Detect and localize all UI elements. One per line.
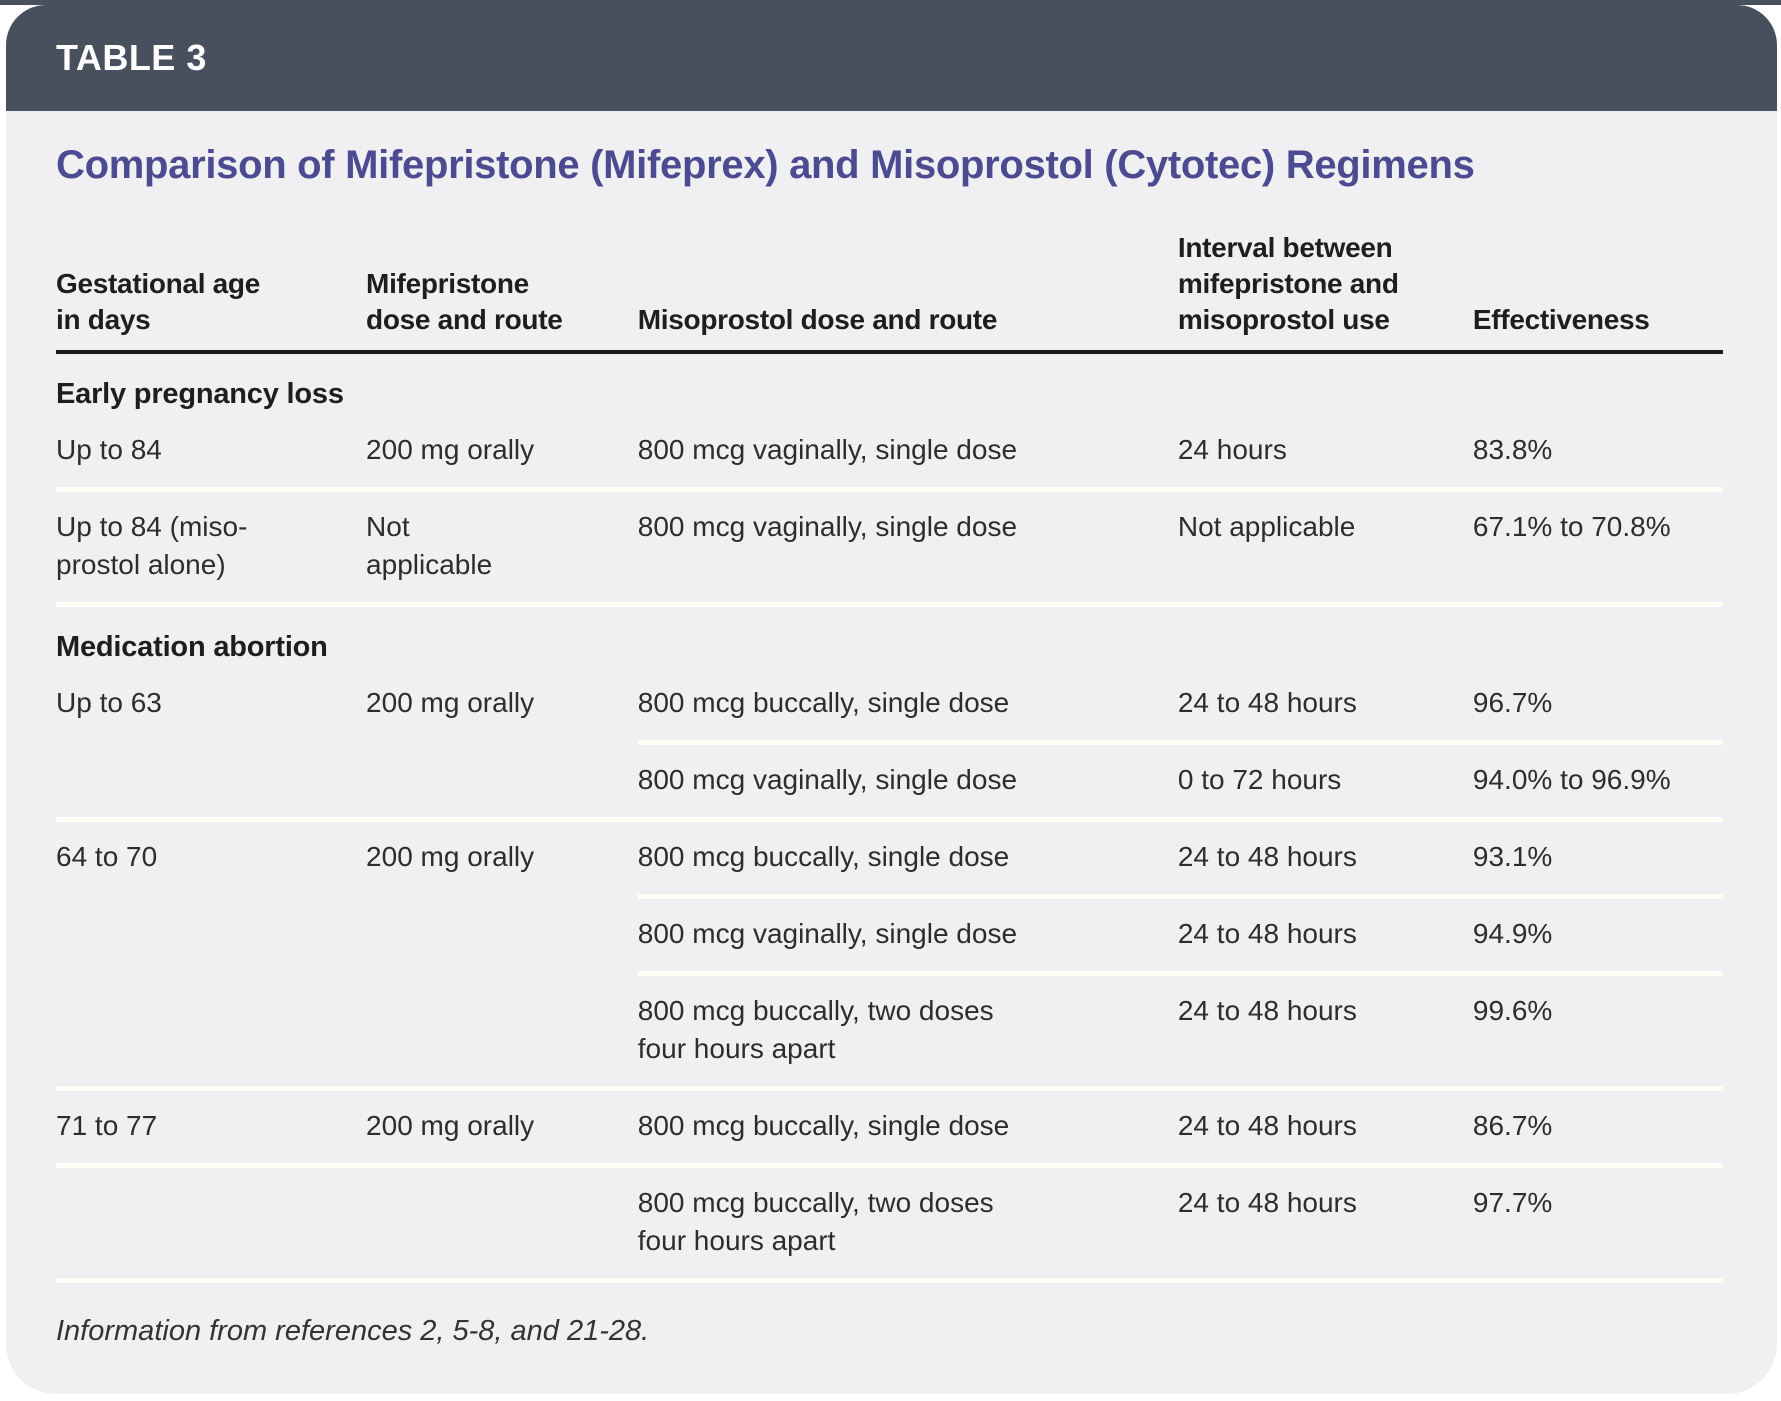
cell-interval: 24 to 48 hours	[1177, 687, 1357, 718]
cell-effectiveness: 97.7%	[1472, 1187, 1553, 1218]
table-row: 64 to 70 200 mg orally 800 mcg buccally,…	[56, 822, 1723, 894]
group-divider	[56, 1086, 1723, 1091]
table-header-bar: TABLE 3	[6, 5, 1777, 111]
cell-interval: 24 to 48 hours	[1177, 995, 1357, 1026]
section-header-early-pregnancy-loss: Early pregnancy loss	[56, 378, 344, 410]
table-row: 800 mcg buccally, two doses four hours a…	[56, 976, 1723, 1086]
table-row: 800 mcg vaginally, single dose 0 to 72 h…	[56, 745, 1723, 817]
cell-interval: 24 to 48 hours	[1177, 841, 1357, 872]
table-row: 800 mcg buccally, two doses four hours a…	[56, 1168, 1723, 1278]
cell-misoprostol: 800 mcg vaginally, single dose	[637, 764, 1018, 795]
cell-gestational-age: 64 to 70	[56, 841, 158, 872]
row-divider	[56, 487, 1723, 492]
cell-mifepristone: Not applicable	[366, 511, 493, 580]
subrow-divider	[637, 894, 1723, 899]
cell-misoprostol: 800 mcg buccally, two doses four hours a…	[637, 995, 994, 1064]
cell-misoprostol: 800 mcg vaginally, single dose	[637, 511, 1018, 542]
top-edge-strip	[0, 0, 1781, 5]
cell-interval: 24 to 48 hours	[1177, 1110, 1357, 1141]
cell-misoprostol: 800 mcg buccally, single dose	[637, 1110, 1010, 1141]
cell-misoprostol: 800 mcg buccally, single dose	[637, 687, 1010, 718]
section-divider	[56, 602, 1723, 607]
cell-gestational-age: Up to 63	[56, 687, 162, 718]
cell-effectiveness: 96.7%	[1472, 687, 1553, 718]
cell-misoprostol: 800 mcg buccally, two doses four hours a…	[637, 1187, 994, 1256]
cell-effectiveness: 93.1%	[1472, 841, 1553, 872]
column-header-row: Gestational age in days Mifepristone dos…	[56, 202, 1723, 350]
table-title: Comparison of Mifepristone (Mifeprex) an…	[56, 143, 1475, 187]
table-label: TABLE 3	[56, 37, 207, 78]
cell-misoprostol: 800 mcg buccally, single dose	[637, 841, 1010, 872]
table-row: Up to 84 200 mg orally 800 mcg vaginally…	[56, 415, 1723, 487]
cell-mifepristone: 200 mg orally	[366, 841, 535, 872]
cell-gestational-age: Up to 84 (miso- prostol alone)	[56, 511, 248, 580]
cell-interval: Not applicable	[1177, 511, 1356, 542]
table-row: 800 mcg vaginally, single dose 24 to 48 …	[56, 899, 1723, 971]
cell-mifepristone: 200 mg orally	[366, 434, 535, 465]
column-header-misoprostol: Misoprostol dose and route	[637, 304, 998, 335]
table-row: Up to 63 200 mg orally 800 mcg buccally,…	[56, 668, 1723, 740]
cell-effectiveness: 94.9%	[1472, 918, 1553, 949]
column-header-gestational-age: Gestational age in days	[56, 268, 261, 335]
cell-mifepristone: 200 mg orally	[366, 1110, 535, 1141]
cell-gestational-age: Up to 84	[56, 434, 162, 465]
cell-interval: 24 hours	[1177, 434, 1287, 465]
header-rule	[56, 350, 1723, 354]
table-row: 71 to 77 200 mg orally 800 mcg buccally,…	[56, 1091, 1723, 1163]
table-body: Comparison of Mifepristone (Mifeprex) an…	[6, 111, 1777, 1394]
cell-effectiveness: 94.0% to 96.9%	[1472, 764, 1671, 795]
cell-effectiveness: 67.1% to 70.8%	[1472, 511, 1671, 542]
cell-mifepristone: 200 mg orally	[366, 687, 535, 718]
subrow-divider	[637, 971, 1723, 976]
cell-gestational-age: 71 to 77	[56, 1110, 158, 1141]
table-row: Up to 84 (miso- prostol alone) Not appli…	[56, 492, 1723, 602]
cell-effectiveness: 83.8%	[1472, 434, 1553, 465]
subrow-divider	[56, 1163, 1723, 1168]
section-header-medication-abortion: Medication abortion	[56, 631, 328, 663]
cell-interval: 24 to 48 hours	[1177, 1187, 1357, 1218]
cell-interval: 0 to 72 hours	[1177, 764, 1342, 795]
group-divider	[56, 817, 1723, 822]
table-3-card: TABLE 3 Comparison of Mifepristone (Mife…	[6, 5, 1777, 1394]
footer-divider	[56, 1278, 1723, 1283]
footnote: Information from references 2, 5-8, and …	[56, 1315, 650, 1347]
cell-effectiveness: 86.7%	[1472, 1110, 1553, 1141]
cell-effectiveness: 99.6%	[1472, 995, 1553, 1026]
cell-misoprostol: 800 mcg vaginally, single dose	[637, 918, 1018, 949]
column-header-effectiveness: Effectiveness	[1472, 304, 1650, 335]
column-header-mifepristone: Mifepristone dose and route	[366, 268, 563, 335]
subrow-divider	[637, 740, 1723, 745]
cell-interval: 24 to 48 hours	[1177, 918, 1357, 949]
cell-misoprostol: 800 mcg vaginally, single dose	[637, 434, 1018, 465]
column-header-interval: Interval between mifepristone and misopr…	[1177, 232, 1399, 335]
